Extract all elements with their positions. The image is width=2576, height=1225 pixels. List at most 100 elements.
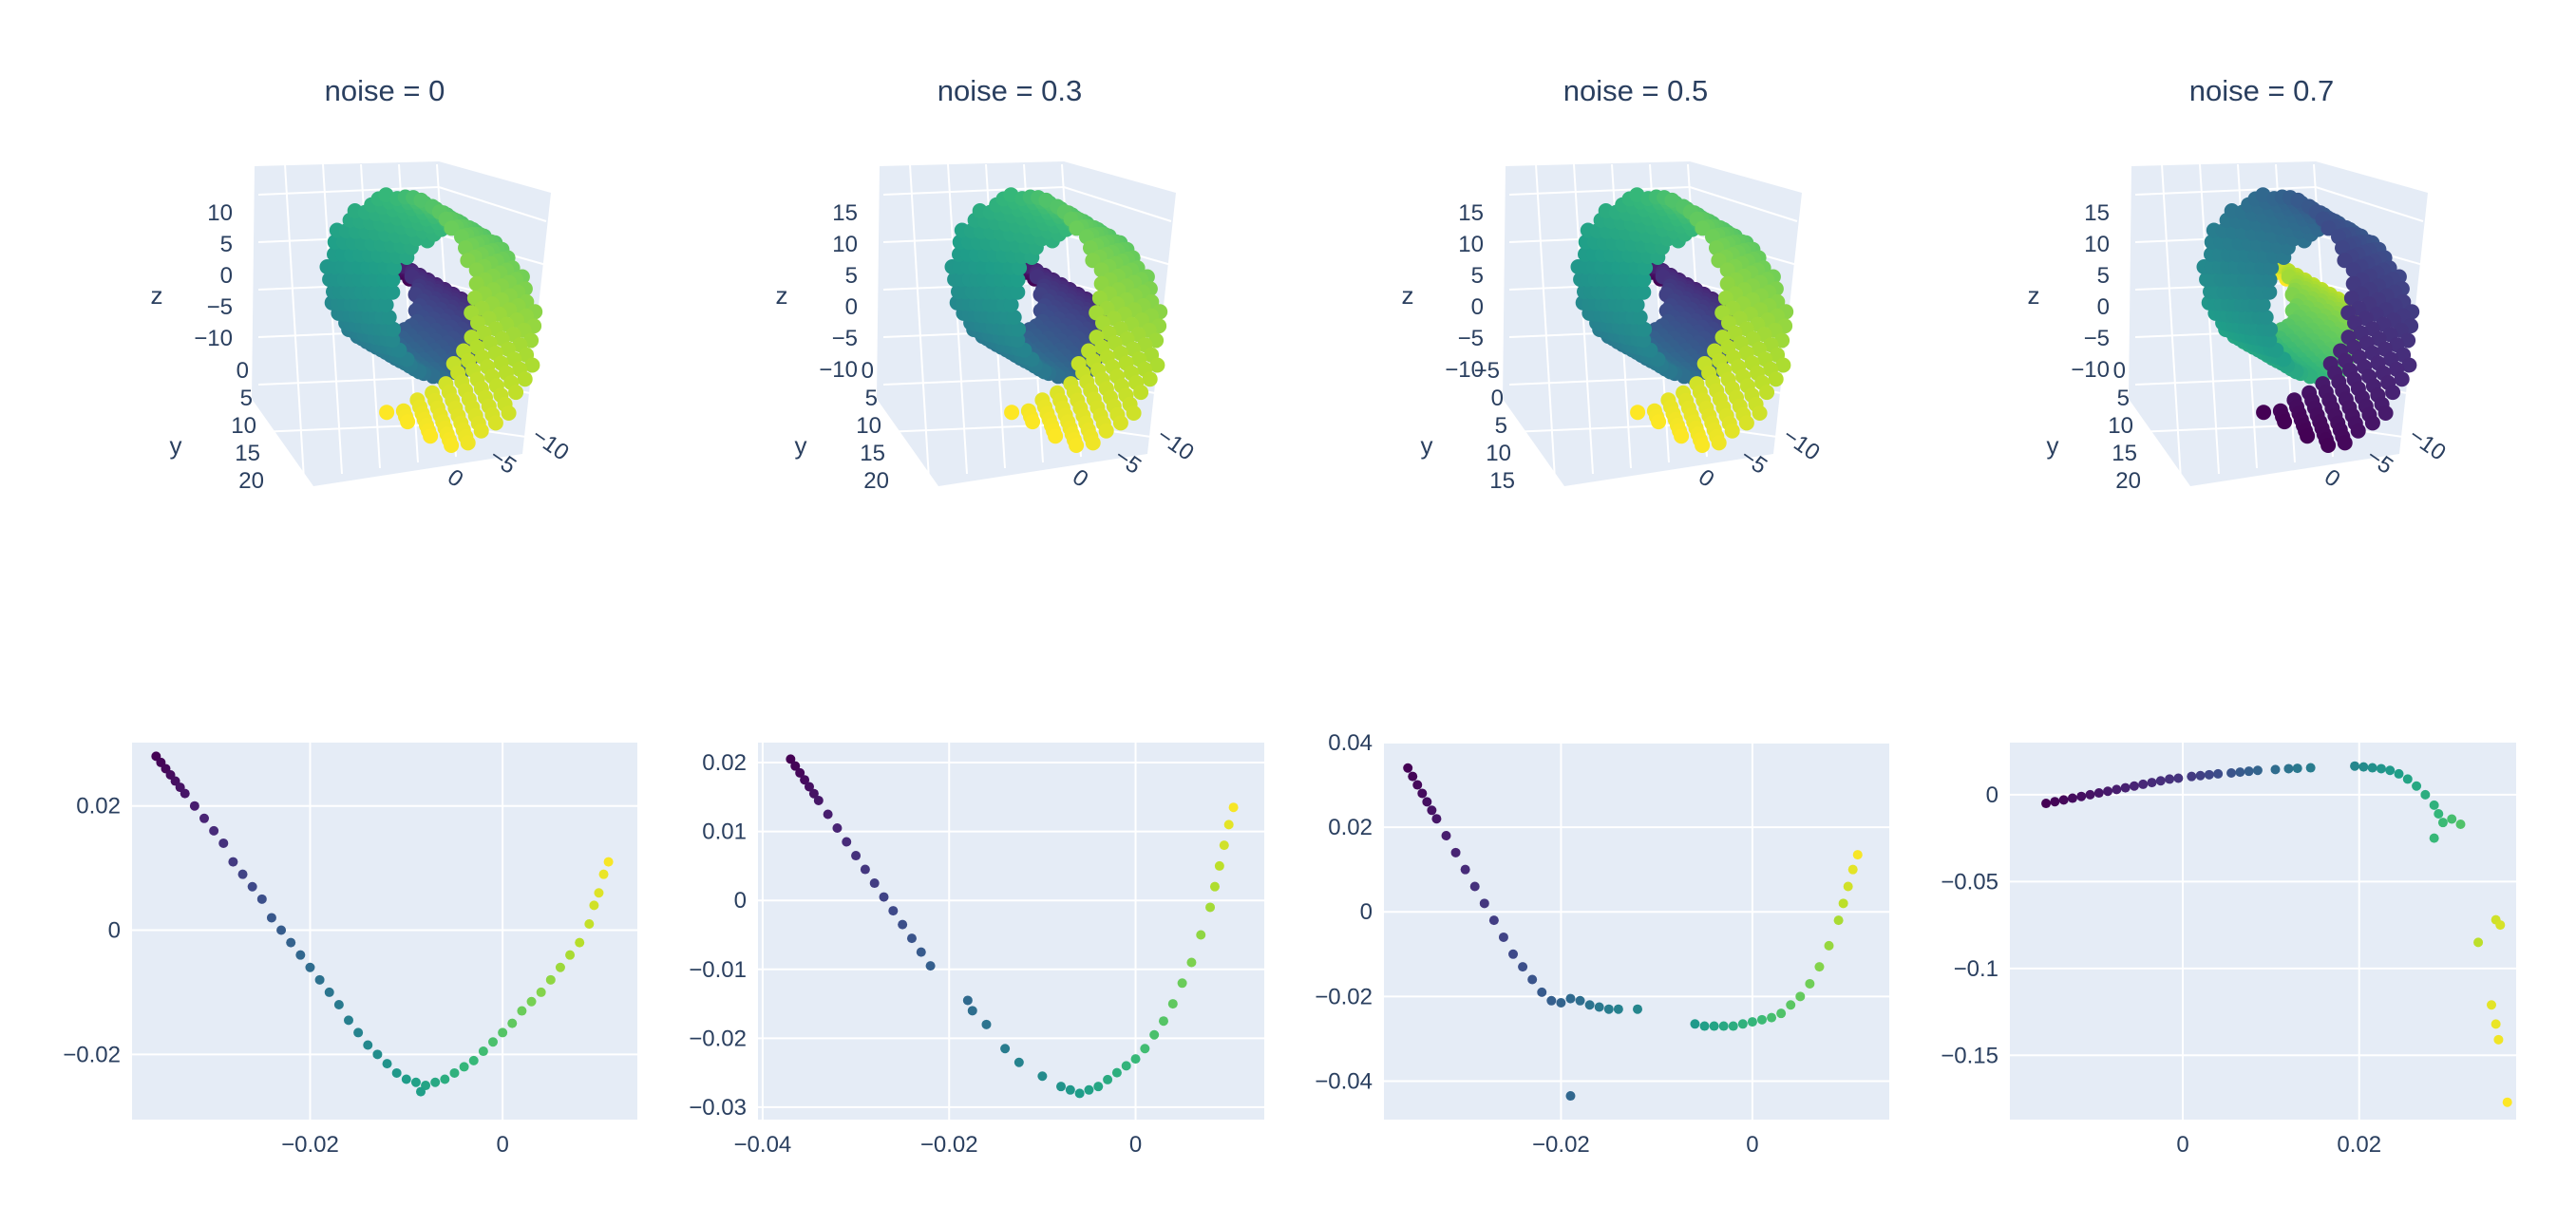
data-point [1177, 978, 1187, 989]
data-point [1724, 423, 1740, 439]
data-point [603, 857, 614, 867]
embedding-plot-noise-0.3[interactable]: −0.04 −0.02 0 −0.03 −0.02 −0.01 0 0.01 0.02 [689, 743, 1264, 1158]
data-point [2255, 297, 2271, 312]
data-point [2502, 1097, 2512, 1107]
y-tick-label: 15 [235, 441, 260, 466]
data-point [808, 788, 819, 799]
data-point [295, 950, 306, 960]
data-point [1756, 1014, 1767, 1025]
z-axis-label: z [151, 281, 163, 310]
y-tick-label: −0.15 [1941, 1043, 1998, 1068]
y-tick-label: 15 [1489, 468, 1515, 494]
data-point [1422, 797, 1432, 807]
y-tick-label: 0 [1986, 782, 1998, 808]
data-point [1142, 371, 1158, 387]
data-point [2085, 789, 2095, 800]
y-tick-label: −5 [1474, 358, 1500, 384]
data-point [1056, 1082, 1067, 1092]
data-point [2252, 765, 2263, 776]
data-point [385, 272, 401, 288]
data-point [2473, 937, 2484, 948]
z-tick-label: 10 [2084, 232, 2110, 257]
data-point [228, 857, 238, 867]
data-point [2364, 415, 2380, 431]
data-point [1838, 898, 1848, 909]
x-tick-label: 0 [1746, 1132, 1758, 1158]
data-point [1795, 991, 1806, 1002]
data-point [2270, 764, 2281, 775]
data-point [1112, 415, 1128, 431]
y-tick-label: 5 [2117, 386, 2130, 411]
y-tick-label: 0 [734, 888, 747, 914]
data-point [1038, 192, 1054, 208]
data-point [1103, 1074, 1113, 1084]
data-point [1158, 1016, 1168, 1027]
data-point [1752, 405, 1768, 421]
data-point [2173, 773, 2184, 783]
embedding-plot-noise-0.7[interactable]: 0 0.02 −0.15 −0.1 −0.05 0 [1941, 743, 2516, 1158]
data-point [473, 423, 489, 439]
data-point [1843, 881, 1853, 892]
scene-gridline [1508, 186, 1691, 196]
data-point [2067, 793, 2077, 803]
data-point [401, 1074, 411, 1084]
data-point [2244, 766, 2254, 777]
scene-gridline [882, 376, 1065, 386]
data-point [2376, 763, 2386, 774]
data-point [2377, 405, 2394, 421]
y-tick-label: 15 [860, 441, 885, 466]
data-point [444, 220, 460, 236]
data-point [379, 405, 395, 421]
data-point [2385, 385, 2401, 401]
data-point [906, 933, 917, 944]
data-point [2262, 272, 2278, 288]
z-tick-label: 0 [220, 263, 233, 289]
data-point [1403, 763, 1413, 773]
y-axis-label: y [170, 431, 182, 460]
data-point [1814, 962, 1825, 972]
scene-gridline [257, 376, 440, 386]
embedding-plot-noise-0[interactable]: −0.02 0 −0.02 0 0.02 [63, 743, 637, 1158]
data-point [2187, 771, 2197, 782]
z-tick-label: 5 [2097, 263, 2110, 289]
data-point [2155, 776, 2166, 786]
scene-gridline [2161, 163, 2182, 481]
data-point [2103, 786, 2113, 797]
data-point [1460, 864, 1470, 875]
data-point [860, 864, 870, 875]
data-point [1083, 240, 1098, 256]
data-point [517, 1006, 527, 1016]
data-point [459, 1062, 469, 1072]
data-point [1575, 995, 1585, 1006]
scene-gridline [2134, 186, 2317, 196]
data-point [1069, 438, 1085, 453]
data-point [1228, 802, 1239, 813]
data-point [981, 1019, 992, 1029]
data-point [1594, 1002, 1604, 1012]
z-tick-label: −5 [832, 326, 858, 351]
data-point [1833, 915, 1844, 926]
data-point [2165, 774, 2175, 784]
data-point [247, 881, 257, 892]
scene-gridline [2315, 186, 2424, 222]
x-tick-label: 0 [1068, 464, 1092, 493]
data-point [1709, 1021, 1719, 1031]
data-point [276, 925, 287, 935]
x-tick-label: −0.04 [734, 1132, 792, 1158]
data-point [598, 869, 609, 879]
data-point [1048, 428, 1064, 444]
data-point [2437, 818, 2448, 828]
data-point [1140, 1044, 1150, 1054]
y-tick-label: −0.03 [689, 1095, 747, 1121]
embedding-plot-noise-0.5[interactable]: −0.02 0 −0.04 −0.02 0 0.02 0.04 [1315, 730, 1889, 1158]
data-point [391, 1067, 402, 1078]
data-point [2358, 762, 2369, 772]
